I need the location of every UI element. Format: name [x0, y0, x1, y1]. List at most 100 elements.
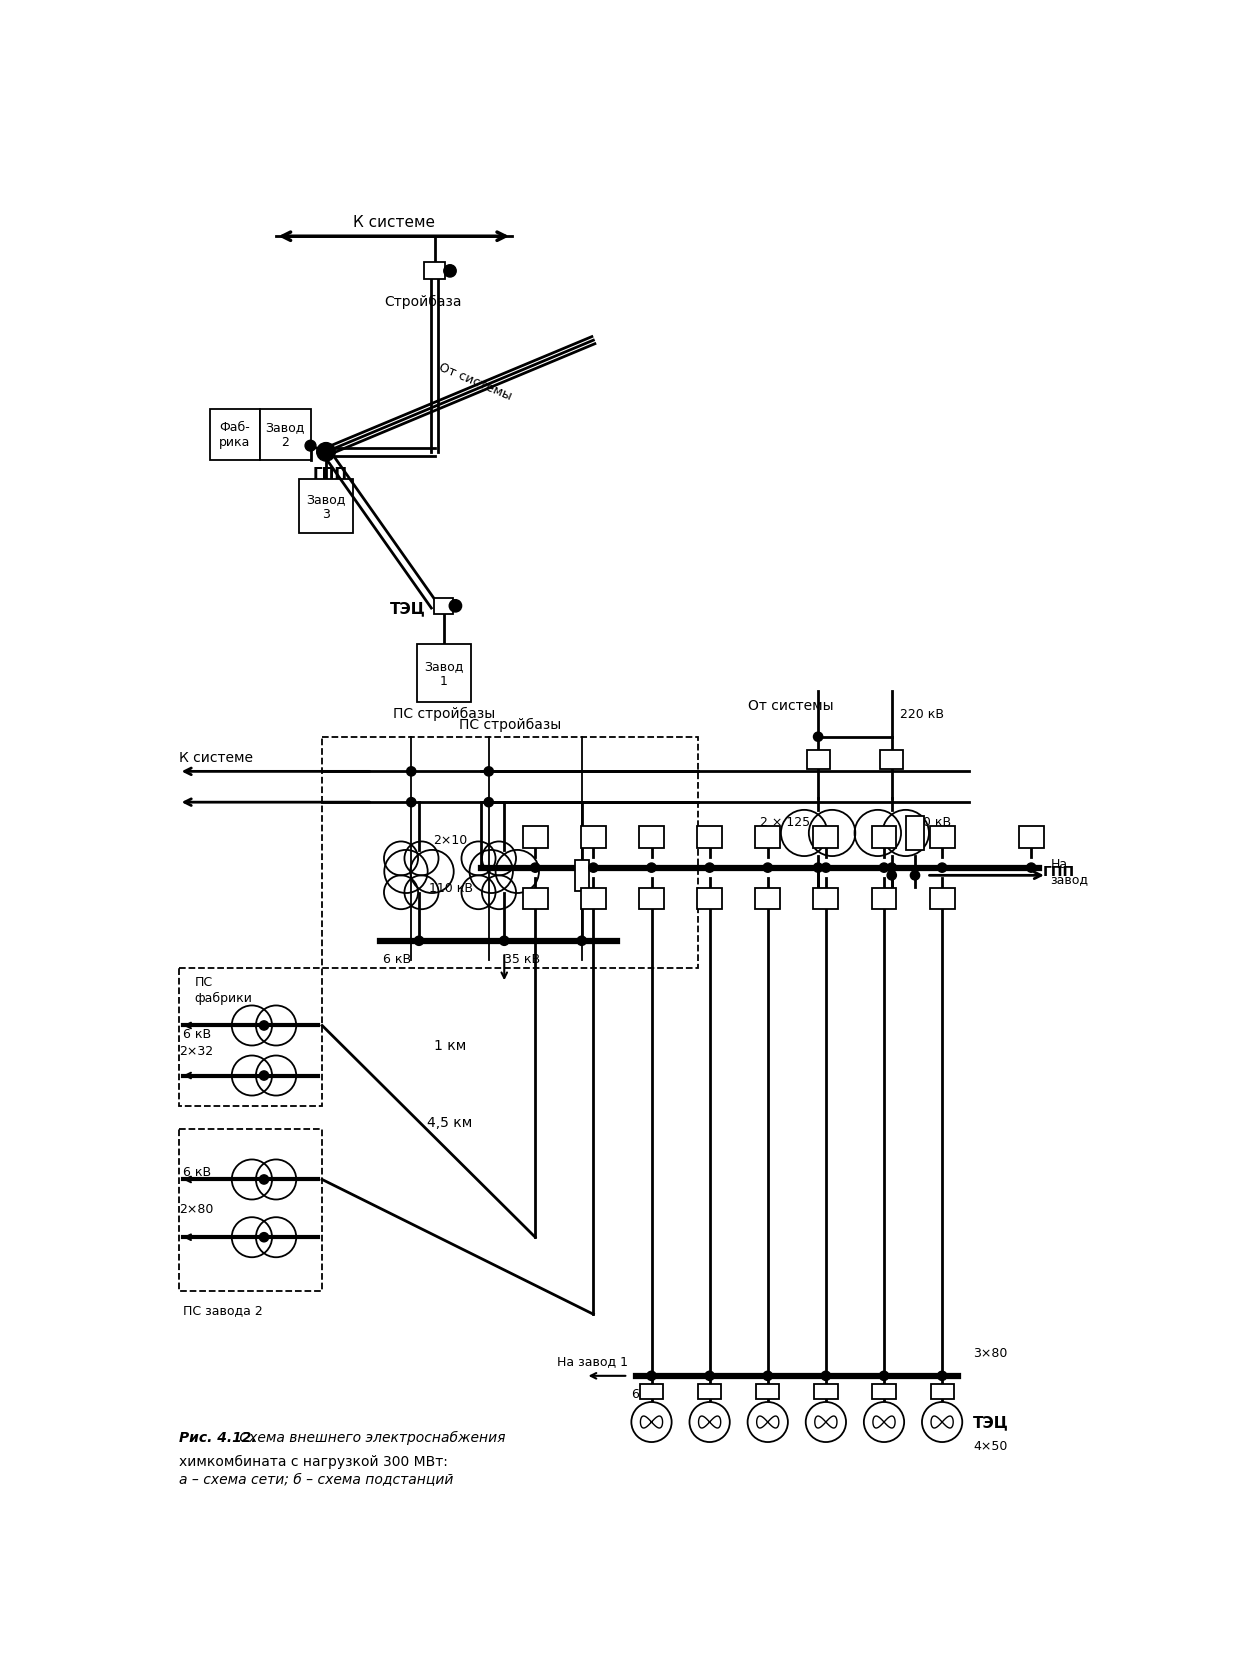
Circle shape — [814, 864, 822, 872]
Bar — [639, 889, 664, 910]
Circle shape — [317, 444, 336, 462]
Bar — [872, 889, 897, 910]
Bar — [322, 736, 698, 968]
Circle shape — [880, 864, 888, 872]
Circle shape — [577, 937, 586, 945]
Bar — [931, 1384, 954, 1398]
Circle shape — [500, 937, 509, 945]
Bar — [698, 1384, 722, 1398]
Bar — [179, 1130, 322, 1291]
Circle shape — [647, 1372, 656, 1380]
Circle shape — [259, 1021, 269, 1031]
Text: ПС стройбазы: ПС стройбазы — [393, 707, 495, 720]
Text: На завод 1: На завод 1 — [557, 1354, 628, 1367]
Bar — [697, 826, 722, 847]
Circle shape — [938, 1372, 947, 1380]
Text: 6 кВ: 6 кВ — [183, 1165, 210, 1178]
Text: 10 кВ: 10 кВ — [916, 816, 952, 829]
Text: ПС
фабрики: ПС фабрики — [194, 976, 253, 1005]
Text: 110 кВ: 110 кВ — [429, 882, 473, 895]
Bar — [210, 410, 260, 460]
Bar — [806, 751, 830, 770]
Bar — [417, 645, 471, 703]
Text: 1 км: 1 км — [434, 1038, 466, 1053]
Text: На
завод: На завод — [1051, 857, 1088, 885]
Bar — [697, 889, 722, 910]
Text: От системы: От системы — [749, 698, 833, 713]
Circle shape — [880, 1372, 888, 1380]
Bar — [575, 861, 588, 890]
Bar — [814, 889, 838, 910]
Text: ТЭЦ: ТЭЦ — [389, 601, 425, 616]
Text: Стройбаза: Стройбаза — [384, 295, 462, 309]
Circle shape — [705, 864, 714, 872]
Bar — [755, 889, 780, 910]
Text: а – схема сети; б – схема подстанций: а – схема сети; б – схема подстанций — [179, 1473, 453, 1486]
Bar — [929, 826, 954, 847]
Circle shape — [911, 871, 919, 880]
Circle shape — [887, 871, 897, 880]
Text: К системе: К системе — [179, 750, 253, 765]
Bar — [872, 1384, 896, 1398]
Text: 2×80: 2×80 — [179, 1202, 214, 1215]
Bar — [756, 1384, 780, 1398]
Text: 2 × 125: 2 × 125 — [760, 816, 810, 829]
Bar — [639, 826, 664, 847]
Circle shape — [821, 864, 831, 872]
Bar — [581, 826, 606, 847]
Circle shape — [887, 864, 897, 872]
Bar — [260, 410, 311, 460]
Text: 3×80: 3×80 — [973, 1347, 1008, 1359]
Text: 4×50: 4×50 — [973, 1438, 1008, 1451]
Circle shape — [588, 864, 598, 872]
Text: Фаб-
рика: Фаб- рика — [219, 420, 250, 449]
Text: К системе: К системе — [353, 215, 435, 230]
Text: 6 кВ: 6 кВ — [383, 953, 412, 967]
Text: ГПП: ГПП — [1042, 866, 1075, 879]
Bar — [522, 889, 547, 910]
Bar — [299, 480, 353, 533]
Circle shape — [938, 864, 947, 872]
Circle shape — [705, 1372, 714, 1380]
Text: 2×10: 2×10 — [433, 834, 468, 846]
Bar — [434, 599, 454, 614]
Circle shape — [1026, 864, 1036, 872]
Text: Схема внешнего электроснабжения: Схема внешнего электроснабжения — [235, 1430, 505, 1443]
Bar — [424, 263, 445, 280]
Text: химкомбината с нагрузкой 300 МВт:: химкомбината с нагрузкой 300 МВт: — [179, 1455, 448, 1468]
Bar — [522, 826, 547, 847]
Text: Завод
2: Завод 2 — [265, 420, 305, 449]
Circle shape — [763, 864, 773, 872]
Circle shape — [763, 1372, 773, 1380]
Circle shape — [647, 864, 656, 872]
Circle shape — [531, 864, 540, 872]
Text: От системы: От системы — [437, 361, 514, 402]
Circle shape — [259, 1175, 269, 1185]
Text: 220 кВ: 220 кВ — [899, 708, 943, 720]
Circle shape — [444, 265, 457, 278]
Text: ПС завода 2: ПС завода 2 — [183, 1302, 262, 1316]
Bar — [815, 1384, 837, 1398]
Text: 35 кВ: 35 кВ — [504, 953, 540, 967]
Bar — [880, 751, 903, 770]
Circle shape — [449, 601, 462, 612]
Circle shape — [407, 798, 415, 808]
Circle shape — [259, 1233, 269, 1243]
Text: 6 кВ: 6 кВ — [632, 1387, 661, 1400]
Bar — [929, 889, 954, 910]
Circle shape — [305, 440, 316, 452]
Bar — [581, 889, 606, 910]
Bar — [1019, 826, 1044, 847]
Bar — [755, 826, 780, 847]
Circle shape — [414, 937, 424, 945]
Circle shape — [821, 1372, 831, 1380]
Text: 6 кВ: 6 кВ — [183, 1028, 210, 1039]
Text: 4,5 км: 4,5 км — [428, 1115, 473, 1129]
Bar — [907, 816, 923, 851]
Bar — [814, 826, 838, 847]
Bar — [179, 968, 322, 1107]
Circle shape — [814, 733, 822, 741]
Text: Рис. 4.12.: Рис. 4.12. — [179, 1430, 256, 1443]
Bar — [872, 826, 897, 847]
Bar — [639, 1384, 663, 1398]
